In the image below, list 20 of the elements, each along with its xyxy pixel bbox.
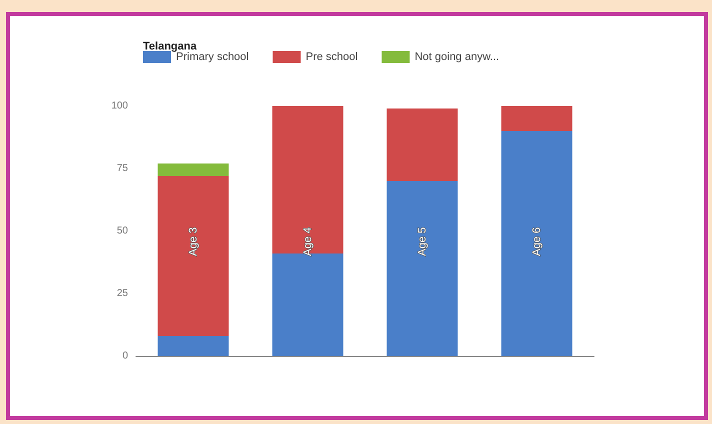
bar <box>158 176 229 336</box>
bar <box>158 164 229 176</box>
x-tick-label: Age 3 <box>187 227 200 256</box>
legend-label: Primary school <box>176 51 249 63</box>
bar <box>158 336 229 356</box>
y-tick-label: 100 <box>111 100 128 112</box>
bar <box>501 106 572 131</box>
y-tick-label: 25 <box>116 288 128 299</box>
y-tick-label: 75 <box>116 163 128 174</box>
x-tick-label: Age 5 <box>416 227 428 256</box>
bar <box>386 108 458 181</box>
y-tick-label: 0 <box>122 350 128 362</box>
legend-label: Pre school <box>306 51 358 63</box>
legend-label: Not going anyw... <box>414 51 500 63</box>
x-tick-label: Age 4 <box>302 227 314 256</box>
x-tick-label: Age 6 <box>530 227 543 256</box>
chart-title: Telangana <box>143 40 198 52</box>
y-tick-label: 50 <box>116 226 128 236</box>
bar <box>386 181 458 356</box>
bar <box>501 131 572 356</box>
